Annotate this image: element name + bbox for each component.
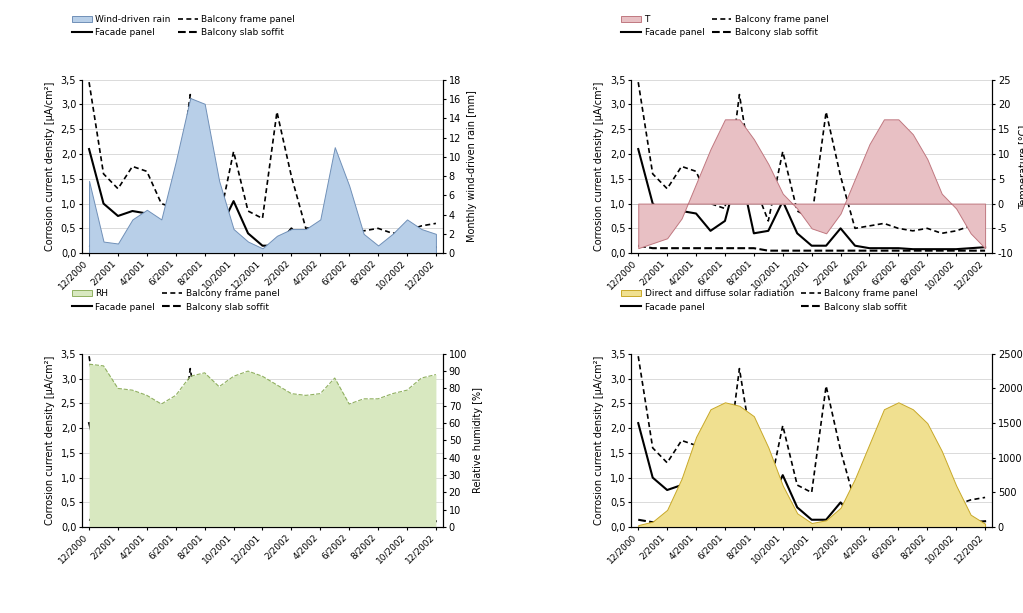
Y-axis label: Corrosion current density [μA/cm²]: Corrosion current density [μA/cm²]	[45, 82, 55, 251]
Y-axis label: Corrosion current density [μA/cm²]: Corrosion current density [μA/cm²]	[594, 82, 605, 251]
Legend: Direct and diffuse solar radiation, Facade panel, Balcony frame panel, Balcony s: Direct and diffuse solar radiation, Faca…	[618, 286, 922, 315]
Y-axis label: Monthly wind-driven rain [mm]: Monthly wind-driven rain [mm]	[466, 91, 477, 242]
Legend: Wind-driven rain, Facade panel, Balcony frame panel, Balcony slab soffit: Wind-driven rain, Facade panel, Balcony …	[69, 12, 299, 41]
Legend: RH, Facade panel, Balcony frame panel, Balcony slab soffit: RH, Facade panel, Balcony frame panel, B…	[69, 286, 283, 315]
Y-axis label: Relative humidity [%]: Relative humidity [%]	[473, 387, 483, 493]
Legend: T, Facade panel, Balcony frame panel, Balcony slab soffit: T, Facade panel, Balcony frame panel, Ba…	[618, 12, 833, 41]
Y-axis label: Corrosion current density [μA/cm²]: Corrosion current density [μA/cm²]	[594, 356, 605, 525]
Y-axis label: Corrosion current density [μA/cm²]: Corrosion current density [μA/cm²]	[45, 356, 55, 525]
Y-axis label: Temperature [°C]: Temperature [°C]	[1019, 124, 1023, 208]
